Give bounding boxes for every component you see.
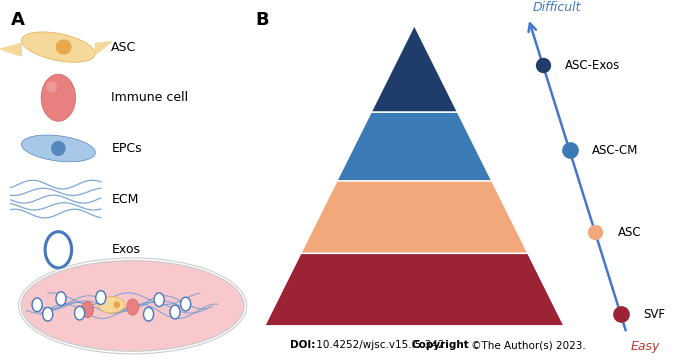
Ellipse shape <box>56 292 66 306</box>
Polygon shape <box>337 112 492 181</box>
Text: Difficult: Difficult <box>533 1 581 14</box>
Ellipse shape <box>75 306 84 320</box>
Ellipse shape <box>22 32 95 62</box>
Ellipse shape <box>46 81 57 92</box>
Text: ASC: ASC <box>618 226 641 239</box>
Ellipse shape <box>45 232 72 268</box>
Text: ECM: ECM <box>112 193 139 206</box>
Text: DOI:: DOI: <box>290 340 315 350</box>
Ellipse shape <box>126 299 139 315</box>
Text: Copyright: Copyright <box>412 340 470 350</box>
Text: SVF: SVF <box>643 308 665 321</box>
Text: ©The Author(s) 2023.: ©The Author(s) 2023. <box>468 340 586 350</box>
Text: B: B <box>255 11 269 29</box>
Polygon shape <box>265 253 564 326</box>
Polygon shape <box>96 42 112 54</box>
Polygon shape <box>371 25 458 112</box>
Text: EPCs: EPCs <box>112 142 142 155</box>
Text: Immune cell: Immune cell <box>112 91 188 104</box>
Ellipse shape <box>113 301 120 308</box>
Ellipse shape <box>32 298 42 312</box>
Text: ASC-Exos: ASC-Exos <box>565 59 621 72</box>
Ellipse shape <box>98 297 125 313</box>
Text: ASC: ASC <box>112 41 137 54</box>
Polygon shape <box>301 181 528 253</box>
Text: 10.4252/wjsc.v15.i5.342: 10.4252/wjsc.v15.i5.342 <box>313 340 447 350</box>
Ellipse shape <box>154 293 164 307</box>
Ellipse shape <box>82 301 94 318</box>
Ellipse shape <box>22 135 96 162</box>
Ellipse shape <box>41 74 75 121</box>
Text: Easy: Easy <box>631 340 660 353</box>
Polygon shape <box>0 43 21 56</box>
Ellipse shape <box>21 261 244 351</box>
Ellipse shape <box>56 39 72 55</box>
Ellipse shape <box>51 141 66 156</box>
Ellipse shape <box>170 305 180 319</box>
Ellipse shape <box>181 297 191 311</box>
Text: A: A <box>10 11 24 29</box>
Text: Exos: Exos <box>112 243 140 256</box>
Ellipse shape <box>96 291 106 304</box>
Text: ASC-CM: ASC-CM <box>592 144 638 157</box>
Ellipse shape <box>43 307 53 321</box>
Ellipse shape <box>144 307 154 321</box>
